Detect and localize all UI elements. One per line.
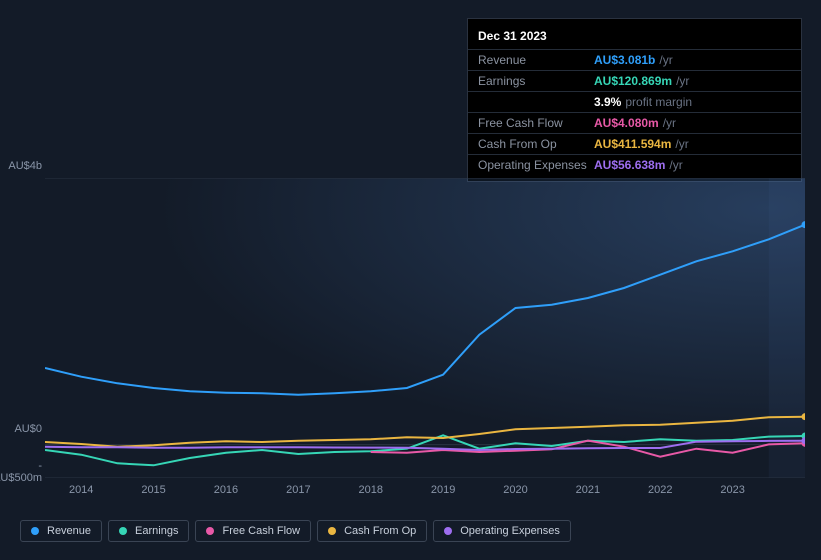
legend-swatch (119, 527, 127, 535)
tooltip-row-label (478, 93, 594, 111)
legend-label: Operating Expenses (460, 525, 560, 537)
tooltip-row-unit: /yr (659, 53, 672, 67)
tooltip-row-value: AU$4.080m (594, 116, 659, 130)
xaxis-tick-label: 2014 (69, 484, 93, 496)
tooltip-row-value: AU$56.638m (594, 158, 665, 172)
tooltip-row: EarningsAU$120.869m/yr (468, 70, 801, 91)
legend-label: Revenue (47, 525, 91, 537)
legend-swatch (328, 527, 336, 535)
tooltip-row-unit: /yr (663, 116, 676, 130)
tooltip-row-unit: /yr (675, 137, 688, 151)
chart-tooltip: Dec 31 2023 RevenueAU$3.081b/yrEarningsA… (467, 18, 802, 182)
tooltip-row-unit: /yr (669, 158, 682, 172)
xaxis-tick-label: 2015 (141, 484, 165, 496)
legend-item-revenue[interactable]: Revenue (20, 520, 102, 542)
xaxis-tick-label: 2017 (286, 484, 310, 496)
legend-item-operating-expenses[interactable]: Operating Expenses (433, 520, 571, 542)
legend-item-free-cash-flow[interactable]: Free Cash Flow (195, 520, 311, 542)
chart-legend: Revenue Earnings Free Cash Flow Cash From O… (20, 520, 571, 542)
tooltip-row: Operating ExpensesAU$56.638m/yr (468, 154, 801, 175)
legend-label: Earnings (135, 525, 178, 537)
xaxis-tick-label: 2018 (358, 484, 382, 496)
tooltip-row-value: AU$411.594m (594, 137, 671, 151)
chart-plot (45, 178, 805, 478)
tooltip-row-label: Cash From Op (478, 135, 594, 153)
xaxis-tick-label: 2022 (648, 484, 672, 496)
legend-item-cash-from-op[interactable]: Cash From Op (317, 520, 427, 542)
tooltip-row-value: AU$120.869m (594, 74, 672, 88)
xaxis-tick-label: 2020 (503, 484, 527, 496)
tooltip-row-label: Revenue (478, 51, 594, 69)
legend-item-earnings[interactable]: Earnings (108, 520, 189, 542)
tooltip-row-value: 3.9% (594, 95, 621, 109)
yaxis-tick-label: AU$0 (0, 423, 42, 435)
tooltip-row: Cash From OpAU$411.594m/yr (468, 133, 801, 154)
tooltip-rows: RevenueAU$3.081b/yrEarningsAU$120.869m/y… (468, 49, 801, 175)
xaxis-tick-label: 2019 (431, 484, 455, 496)
legend-swatch (206, 527, 214, 535)
tooltip-date: Dec 31 2023 (468, 25, 801, 49)
tooltip-row: RevenueAU$3.081b/yr (468, 49, 801, 70)
tooltip-row-value: AU$3.081b (594, 53, 655, 67)
tooltip-row-unit: profit margin (625, 95, 692, 109)
yaxis-tick-label: -AU$500m (0, 460, 42, 484)
legend-label: Cash From Op (344, 525, 416, 537)
yaxis-tick-label: AU$4b (0, 160, 42, 172)
tooltip-row-label: Operating Expenses (478, 156, 594, 174)
xaxis-tick-label: 2023 (720, 484, 744, 496)
tooltip-row-label: Free Cash Flow (478, 114, 594, 132)
legend-swatch (444, 527, 452, 535)
legend-label: Free Cash Flow (222, 525, 300, 537)
tooltip-row-label: Earnings (478, 72, 594, 90)
tooltip-row: 3.9% profit margin (468, 91, 801, 112)
tooltip-row: Free Cash FlowAU$4.080m/yr (468, 112, 801, 133)
xaxis-tick-label: 2016 (214, 484, 238, 496)
xaxis-tick-label: 2021 (576, 484, 600, 496)
legend-swatch (31, 527, 39, 535)
tooltip-row-unit: /yr (676, 74, 689, 88)
